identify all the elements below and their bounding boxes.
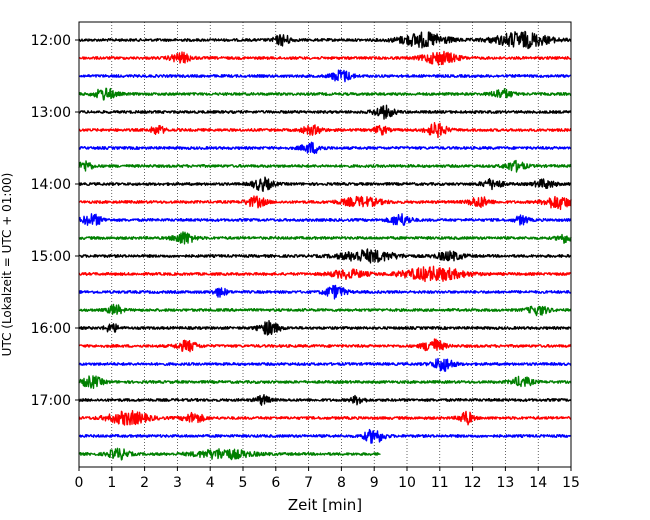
x-tick-label-4: 4	[206, 475, 215, 491]
x-tick-label-3: 3	[173, 475, 182, 491]
x-tick-label-10: 10	[398, 475, 416, 491]
vertical-gridlines	[111, 22, 539, 467]
x-tick-label-14: 14	[529, 475, 547, 491]
x-tick-label-6: 6	[271, 475, 280, 491]
x-tick-label-0: 0	[75, 475, 84, 491]
trace-1645	[78, 375, 572, 390]
x-tick-label-12: 12	[464, 475, 482, 491]
trace-1300	[78, 104, 572, 120]
trace-1545	[78, 303, 572, 317]
trace-1745	[78, 447, 381, 461]
x-tick-label-9: 9	[370, 475, 379, 491]
x-tick-label-15: 15	[562, 475, 580, 491]
x-axis-label: Zeit [min]	[288, 496, 362, 514]
x-axis-ticks: 0 1 2 3 4 5 6 7 8 9 10 11 12 13 14 15	[75, 467, 580, 491]
trace-1230	[78, 69, 572, 83]
x-tick-label-7: 7	[304, 475, 313, 491]
trace-1245	[78, 87, 572, 101]
x-tick-label-5: 5	[239, 475, 248, 491]
x-tick-label-1: 1	[107, 475, 116, 491]
trace-1445	[78, 231, 572, 245]
x-tick-label-11: 11	[431, 475, 449, 491]
seismic-traces	[78, 30, 572, 461]
y-tick-label-1700: 17:00	[31, 393, 71, 409]
x-tick-label-2: 2	[140, 475, 149, 491]
trace-1330	[78, 141, 572, 155]
trace-1530	[78, 284, 572, 300]
trace-1715	[78, 410, 572, 426]
trace-1500	[78, 248, 572, 264]
y-tick-label-1600: 16:00	[31, 321, 71, 337]
y-axis-label: UTC (Lokalzeit = UTC + 01:00)	[0, 173, 14, 357]
trace-1315	[78, 121, 572, 139]
trace-1630	[78, 357, 572, 372]
trace-1345	[78, 159, 572, 173]
y-axis-ticks: 12:00 13:00 14:00 15:00 16:00 17:00	[31, 33, 79, 409]
trace-1615	[78, 338, 572, 353]
y-tick-label-1200: 12:00	[31, 33, 71, 49]
x-tick-label-8: 8	[337, 475, 346, 491]
trace-1515	[78, 265, 572, 283]
x-tick-label-13: 13	[496, 475, 514, 491]
y-tick-label-1300: 13:00	[31, 105, 71, 121]
trace-1200	[78, 30, 572, 50]
plot-frame	[78, 21, 572, 468]
trace-1600	[78, 319, 572, 336]
trace-1400	[78, 176, 572, 193]
y-tick-label-1500: 15:00	[31, 249, 71, 265]
trace-1415	[78, 195, 572, 211]
trace-1430	[78, 213, 572, 227]
trace-1730	[78, 428, 572, 444]
trace-1215	[78, 50, 572, 66]
y-tick-label-1400: 14:00	[31, 177, 71, 193]
trace-1700	[78, 393, 572, 406]
